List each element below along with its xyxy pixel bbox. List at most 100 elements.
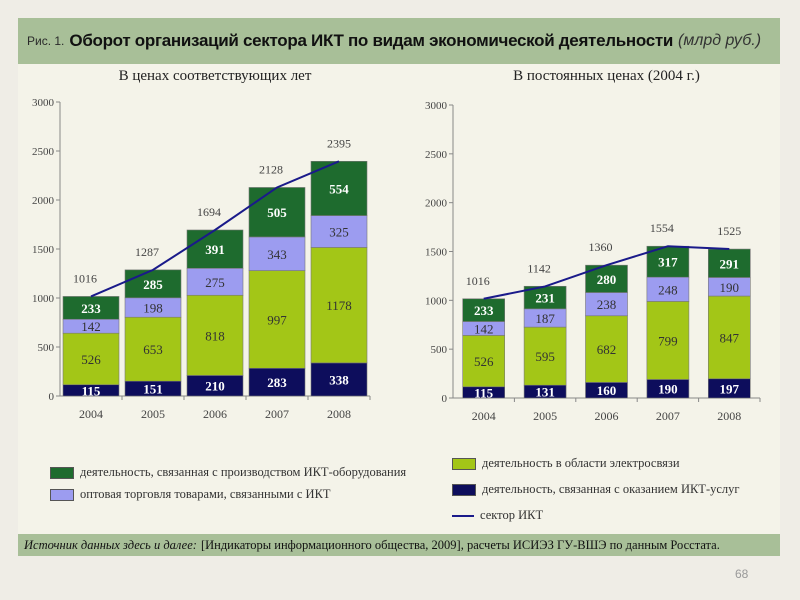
bar-segment-wholesale bbox=[646, 276, 690, 302]
legend-item-equipment: деятельность, связанная с производством … bbox=[50, 465, 406, 480]
data-label-wholesale: 248 bbox=[658, 282, 678, 297]
source-label: Источник данных здесь и далее: bbox=[24, 537, 197, 552]
data-label-wholesale: 275 bbox=[205, 275, 225, 290]
y-tick-label: 2000 bbox=[425, 198, 448, 210]
figure-title-bar: Рис. 1. Оборот организаций сектора ИКТ п… bbox=[18, 18, 780, 64]
y-tick-label: 1500 bbox=[32, 244, 55, 256]
total-label: 1525 bbox=[717, 224, 741, 238]
legend-label-equipment: деятельность, связанная с производством … bbox=[80, 465, 407, 479]
figure-title: Оборот организаций сектора ИКТ по видам … bbox=[69, 31, 674, 50]
bar-segment-telecom bbox=[124, 316, 182, 382]
bar-segment-equipment bbox=[707, 248, 751, 278]
data-label-wholesale: 142 bbox=[81, 319, 101, 334]
legend-label-line: сектор ИКТ bbox=[480, 508, 544, 522]
legend-swatch-telecom bbox=[452, 457, 476, 470]
data-label-telecom: 526 bbox=[474, 354, 494, 369]
data-label-services: 190 bbox=[658, 382, 678, 397]
page-number: 68 bbox=[735, 567, 749, 581]
source-bar: Источник данных здесь и далее: [Индикато… bbox=[18, 534, 780, 556]
figure-number: Рис. 1. bbox=[27, 34, 65, 48]
total-label: 1360 bbox=[589, 240, 613, 254]
legend-label-telecom: деятельность в области электросвязи bbox=[482, 456, 680, 470]
total-label: 1016 bbox=[73, 271, 97, 285]
legend-item-wholesale: оптовая торговля товарами, связанными с … bbox=[50, 487, 331, 502]
x-tick-label: 2008 bbox=[717, 409, 741, 423]
y-tick-label: 500 bbox=[431, 344, 448, 356]
data-label-services: 338 bbox=[329, 372, 349, 387]
total-label: 1016 bbox=[466, 274, 490, 288]
y-tick-label: 2000 bbox=[32, 195, 55, 207]
data-label-equipment: 505 bbox=[267, 205, 287, 220]
y-tick-label: 500 bbox=[38, 342, 55, 354]
y-tick-label: 3000 bbox=[32, 97, 55, 109]
chart-constant-prices: В постоянных ценах (2004 г.) 0 500 1000 1500… bbox=[425, 68, 761, 423]
legend-item-services: деятельность, связанная с оказанием ИКТ-… bbox=[452, 482, 740, 497]
bar-segment-equipment bbox=[186, 229, 244, 269]
total-label: 2128 bbox=[259, 162, 283, 176]
y-tick-label: 1500 bbox=[425, 247, 448, 259]
data-label-services: 197 bbox=[720, 381, 740, 396]
legend-item-line: сектор ИКТ bbox=[452, 508, 543, 523]
bar-segment-services bbox=[310, 362, 368, 397]
y-tick-label: 1000 bbox=[32, 293, 55, 305]
bar-segment-telecom bbox=[310, 247, 368, 364]
data-label-equipment: 231 bbox=[535, 291, 555, 306]
data-label-services: 115 bbox=[474, 385, 493, 400]
y-tick-label: 1000 bbox=[425, 295, 448, 307]
data-label-telecom: 526 bbox=[81, 352, 101, 367]
data-label-telecom: 653 bbox=[143, 342, 163, 357]
bar-segment-telecom bbox=[248, 270, 306, 369]
bar-segment-telecom bbox=[523, 326, 567, 386]
data-label-equipment: 233 bbox=[474, 303, 494, 318]
data-label-services: 210 bbox=[205, 379, 225, 394]
data-label-wholesale: 198 bbox=[143, 301, 163, 316]
x-tick-label: 2005 bbox=[141, 407, 165, 421]
x-tick-label: 2004 bbox=[79, 407, 103, 421]
total-label: 1142 bbox=[527, 261, 551, 275]
bar-segment-telecom bbox=[62, 332, 120, 386]
data-label-telecom: 818 bbox=[205, 328, 225, 343]
data-label-equipment: 391 bbox=[205, 242, 225, 257]
data-label-wholesale: 142 bbox=[474, 321, 494, 336]
y-tick-label: 2500 bbox=[32, 146, 55, 158]
data-label-wholesale: 325 bbox=[329, 225, 349, 240]
y-tick-label: 0 bbox=[49, 391, 55, 403]
bar-segment-telecom bbox=[186, 294, 244, 376]
data-label-wholesale: 343 bbox=[267, 247, 287, 262]
data-label-equipment: 280 bbox=[597, 272, 617, 287]
source-text: [Индикаторы информационного общества, 20… bbox=[200, 537, 720, 552]
legend-item-telecom: деятельность в области электросвязи bbox=[452, 456, 680, 471]
data-label-services: 131 bbox=[535, 385, 555, 400]
x-tick-label: 2005 bbox=[533, 409, 557, 423]
bar-segment-telecom bbox=[646, 301, 690, 380]
y-tick-label: 0 bbox=[442, 393, 448, 405]
data-label-services: 151 bbox=[143, 382, 163, 397]
data-label-equipment: 554 bbox=[329, 181, 349, 196]
data-label-telecom: 799 bbox=[658, 333, 678, 348]
data-label-telecom: 595 bbox=[535, 349, 555, 364]
data-label-telecom: 997 bbox=[267, 312, 287, 327]
y-tick-label: 3000 bbox=[425, 100, 448, 112]
data-label-telecom: 682 bbox=[597, 342, 617, 357]
chart-title: В постоянных ценах (2004 г.) bbox=[513, 68, 700, 84]
legend-swatch-wholesale bbox=[50, 488, 74, 501]
x-tick-label: 2004 bbox=[472, 409, 496, 423]
bar-segment-telecom bbox=[585, 315, 628, 383]
bar-segment-telecom bbox=[462, 335, 506, 388]
legend-label-wholesale: оптовая торговля товарами, связанными с … bbox=[80, 487, 331, 501]
bar-segment-equipment bbox=[248, 187, 306, 238]
chart-current-prices: В ценах соответствующих лет 0 500 1000 1500 2… bbox=[32, 68, 371, 421]
data-label-services: 283 bbox=[267, 375, 287, 390]
x-tick-label: 2006 bbox=[203, 407, 227, 421]
data-label-telecom: 1178 bbox=[326, 298, 352, 313]
bar-segment-equipment bbox=[310, 160, 368, 216]
y-tick-label: 2500 bbox=[425, 149, 448, 161]
legend-swatch-services bbox=[452, 483, 476, 496]
data-label-wholesale: 187 bbox=[535, 311, 555, 326]
x-tick-label: 2007 bbox=[265, 407, 289, 421]
bar-segment-equipment bbox=[124, 269, 182, 299]
x-tick-label: 2007 bbox=[656, 409, 680, 423]
total-label: 2395 bbox=[327, 136, 351, 150]
bar-segment-wholesale bbox=[310, 215, 368, 248]
total-label: 1554 bbox=[650, 221, 674, 235]
